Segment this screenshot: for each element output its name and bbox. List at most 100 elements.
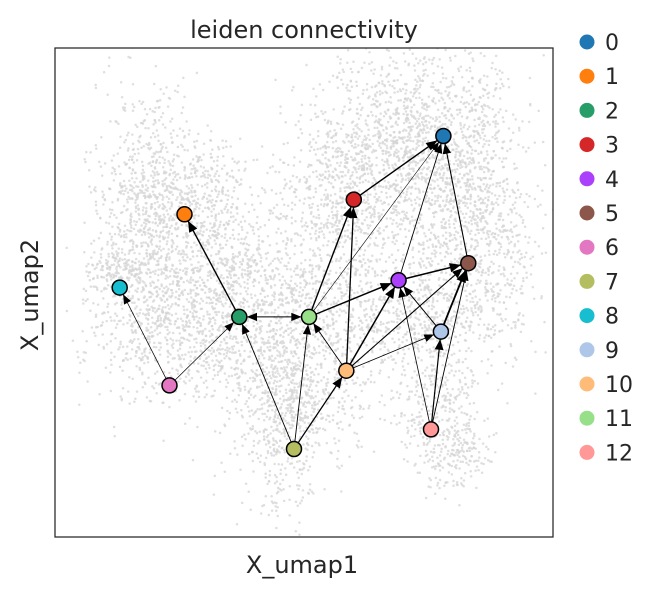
cell-point [343,206,346,210]
cell-point [265,366,268,369]
cell-point [398,212,401,215]
cell-point [156,370,159,373]
cell-point [331,418,335,422]
cell-point [266,251,270,255]
cell-point [319,257,323,260]
cell-point [172,153,176,157]
cell-point [134,354,137,358]
cell-point [291,174,295,178]
cell-point [183,329,187,332]
cell-point [326,279,329,282]
cell-point [233,351,236,355]
cell-point [299,243,303,247]
cell-point [148,232,152,236]
cell-point [134,198,138,202]
cell-point [369,281,372,284]
cell-point [299,401,303,404]
cell-point [147,126,150,130]
cell-point [173,170,177,174]
cell-point [237,394,241,397]
cell-point [192,288,195,292]
cell-point [313,222,316,226]
cell-point [322,269,326,273]
cell-point [379,123,382,127]
cell-point [185,308,189,312]
cell-point [312,87,315,90]
cell-point [258,430,261,434]
cell-point [282,187,286,190]
cell-point [210,201,213,204]
cell-point [129,214,132,217]
cell-point [278,407,282,410]
cell-point [183,166,187,170]
cell-point [234,273,238,277]
cell-point [225,351,229,355]
cell-point [298,468,302,471]
cell-point [290,295,294,299]
cell-point [259,256,263,260]
cell-point [132,105,136,109]
cell-point [422,190,425,194]
cell-point [335,310,339,313]
cell-point [158,234,162,237]
cell-point [231,400,234,403]
cell-point [367,406,370,410]
cell-point [340,214,343,218]
cell-point [187,373,191,376]
cell-point [212,203,215,207]
cell-point [288,256,292,260]
cell-point [126,191,130,194]
cell-point [219,247,222,250]
cell-point [240,501,244,505]
cell-point [271,372,275,376]
cell-point [153,171,156,175]
cell-point [214,288,217,291]
cell-point [321,283,325,287]
cell-point [190,303,194,306]
cell-point [372,329,375,333]
cell-point [114,312,117,315]
cell-point [140,224,143,227]
cell-point [305,392,308,396]
cell-point [350,313,353,316]
cell-point [381,149,384,153]
cell-point [110,172,114,175]
cell-point [190,189,193,192]
cell-point [340,464,344,468]
cell-point [238,303,241,306]
cell-point [350,399,354,402]
cell-point [129,324,133,327]
cell-point [194,356,197,359]
cell-point [154,269,157,273]
cell-point [357,316,361,320]
cell-point [229,334,232,338]
cell-point [150,202,153,206]
cell-point [352,128,355,131]
cell-point [193,266,197,270]
cell-point [311,202,314,206]
cell-point [317,345,321,348]
cell-point [342,276,345,279]
cell-point [272,327,275,331]
cell-point [279,216,282,220]
cell-point [180,223,184,227]
cell-point [199,165,203,168]
cell-point [85,150,88,154]
cell-point [141,386,145,389]
cell-point [111,166,114,169]
cell-point [113,213,116,217]
cell-point [290,329,294,333]
cell-point [101,190,104,193]
cell-point [383,403,386,407]
cell-point [160,308,164,311]
cell-point [156,200,159,204]
cell-point [223,356,226,360]
cell-point [169,296,173,299]
cell-point [214,216,217,220]
cell-point [268,209,271,212]
cell-point [351,379,354,382]
cell-point [164,256,168,260]
cell-point [232,298,235,301]
cell-point [210,226,214,230]
cell-point [232,344,236,348]
